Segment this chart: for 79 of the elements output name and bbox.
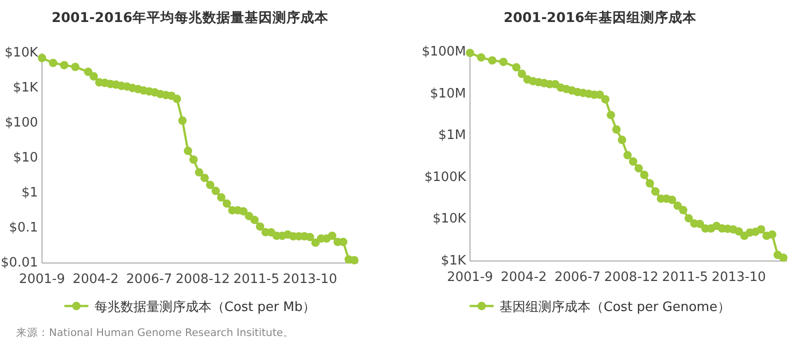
point — [651, 187, 660, 196]
point — [466, 48, 474, 58]
point — [256, 222, 264, 231]
y-tick-label: $100K — [424, 170, 466, 185]
x-tick-label: 2008-12 — [604, 270, 658, 285]
source-note: 来源：National Human Genome Research Insititute。 — [16, 326, 294, 339]
y-tick-label: $1 — [21, 186, 38, 200]
point — [606, 110, 616, 120]
y-tick-label: $10M — [430, 86, 466, 102]
legend-label: 基因组测序成本（Cost per Genome） — [500, 299, 730, 315]
point — [618, 136, 626, 144]
point — [206, 180, 214, 190]
point — [306, 232, 314, 242]
x-tick-label: 2006-7 — [554, 270, 601, 285]
point — [339, 238, 348, 246]
point — [696, 220, 704, 228]
point — [172, 94, 182, 104]
point — [200, 174, 209, 182]
point — [60, 60, 68, 70]
point — [38, 54, 46, 62]
point — [90, 72, 98, 81]
y-tick-label: $0.01 — [0, 256, 38, 270]
x-tick-label: 2004-2 — [72, 272, 119, 287]
x-tick-label: 2001-9 — [18, 272, 66, 287]
y-tick-label: $1M — [438, 128, 466, 144]
x-tick-label: 2001-9 — [446, 270, 494, 285]
point — [499, 58, 508, 66]
point — [601, 95, 610, 104]
point — [684, 214, 693, 223]
x-tick-label: 2011-5 — [233, 272, 280, 287]
x-tick-label: 2004-2 — [500, 270, 547, 285]
point — [222, 199, 231, 208]
point — [194, 168, 204, 177]
point — [640, 170, 648, 180]
point — [768, 230, 776, 239]
point — [734, 227, 743, 236]
point — [678, 206, 688, 214]
point — [646, 179, 654, 188]
point — [612, 125, 621, 134]
y-tick-label: $100 — [4, 116, 38, 130]
point — [178, 116, 187, 125]
point — [239, 207, 248, 216]
point — [184, 146, 192, 156]
point — [623, 150, 632, 160]
point — [634, 164, 643, 173]
point — [673, 202, 682, 210]
point — [84, 68, 92, 76]
point — [311, 238, 320, 247]
point — [250, 216, 259, 224]
point — [189, 155, 198, 164]
x-tick-label: 2006-7 — [126, 272, 172, 287]
legend-label: 每兆数据量测序成本（Cost per Mb） — [94, 299, 316, 315]
y-tick-label: $0.1 — [9, 220, 38, 236]
y-tick-label: $10K — [4, 46, 38, 60]
point — [779, 253, 788, 262]
point — [212, 186, 220, 196]
point — [48, 58, 58, 68]
point — [328, 232, 336, 240]
x-tick-label: 2011-5 — [662, 270, 708, 285]
point — [628, 157, 638, 166]
y-tick-label: $1K — [12, 80, 38, 96]
y-tick-label: $100M — [422, 44, 466, 60]
x-tick-label: 2013-10 — [282, 272, 338, 287]
x-tick-label: 2008-12 — [176, 272, 230, 287]
point — [217, 193, 226, 202]
point — [668, 196, 676, 204]
point — [518, 70, 526, 78]
chart-title: 2001-2016年基因组测序成本 — [504, 9, 698, 26]
chart-title: 2001-2016年平均每兆数据量基因测序成本 — [52, 9, 330, 26]
point — [71, 62, 80, 72]
y-tick-label: $1K — [440, 254, 466, 268]
point — [476, 53, 486, 62]
point — [350, 256, 359, 264]
x-tick-label: 2013-10 — [712, 270, 766, 285]
y-tick-label: $10K — [432, 212, 466, 227]
point — [756, 225, 766, 234]
point — [488, 56, 496, 65]
y-tick-label: $10 — [13, 150, 38, 166]
point — [512, 63, 521, 72]
